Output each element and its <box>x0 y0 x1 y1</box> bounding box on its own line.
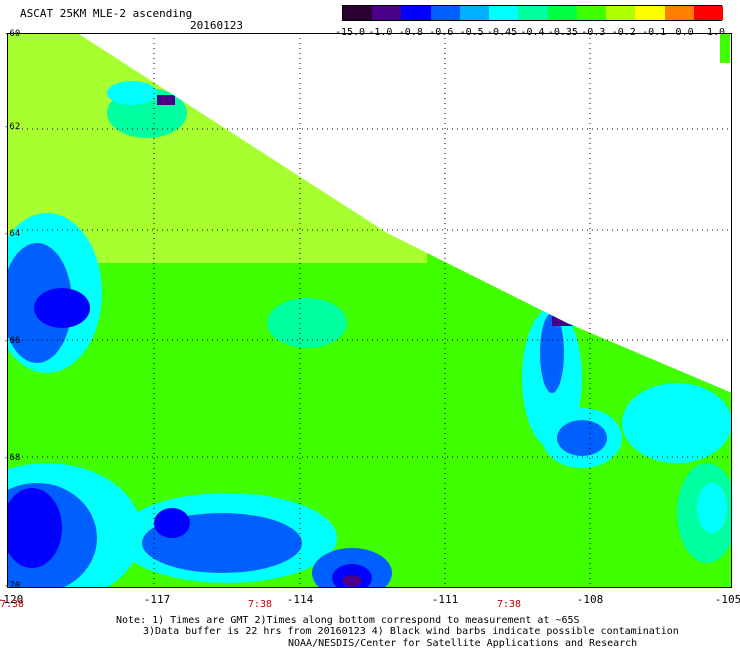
colorbar-segment <box>401 6 432 20</box>
map-date: 20160123 <box>190 19 243 32</box>
lat-label-60: -60 <box>4 29 21 39</box>
colorbar-label: -15.0 <box>334 27 366 38</box>
colorbar-label: 1.0 <box>706 27 726 38</box>
footnote-line-2: 3)Data buffer is 22 hrs from 20160123 4)… <box>143 626 679 637</box>
colorbar-segment <box>518 6 549 20</box>
colorbar-segment <box>606 6 636 20</box>
lat-label-70: -70 <box>4 581 21 591</box>
colorbar-segment <box>693 6 724 20</box>
lon-label-108: -108 <box>576 593 604 606</box>
colorbar-segment <box>343 6 373 20</box>
map-title: ASCAT 25KM MLE-2 ascending <box>20 7 193 20</box>
lon-label-120: -120 <box>0 593 24 606</box>
colorbar-segment <box>489 6 519 20</box>
graticule <box>7 33 732 588</box>
colorbar-segment <box>635 6 666 20</box>
colorbar-segment <box>576 6 607 20</box>
footnote-line-1: Note: 1) Times are GMT 2)Times along bot… <box>116 615 580 626</box>
colorbar-label: -0.5 <box>459 27 484 38</box>
data-patch-corner <box>720 33 730 63</box>
lon-label-111: -111 <box>431 593 459 606</box>
colorbar-label: -0.6 <box>429 27 454 38</box>
lat-label-62: -62 <box>4 122 21 132</box>
colorbar <box>342 5 724 21</box>
time-label: 7:38 <box>0 599 25 610</box>
lon-label-114: -114 <box>286 593 314 606</box>
colorbar-label: -0.2 <box>611 27 636 38</box>
colorbar-segment <box>547 6 578 20</box>
credit-line: NOAA/NESDIS/Center for Satellite Applica… <box>288 638 638 649</box>
colorbar-segment <box>664 6 695 20</box>
colorbar-label: -1.0 <box>368 27 393 38</box>
colorbar-label: -0.4 <box>520 27 545 38</box>
lon-label-105: -105 <box>714 593 740 606</box>
colorbar-segment <box>459 6 490 20</box>
time-label: 7:38 <box>248 599 273 610</box>
lon-label-117: -117 <box>143 593 171 606</box>
colorbar-segment <box>372 6 402 20</box>
colorbar-label: -0.3 <box>581 27 606 38</box>
colorbar-label: -0.45 <box>487 27 518 38</box>
colorbar-label: -0.1 <box>642 27 667 38</box>
data-field <box>7 33 732 588</box>
lat-label-68: -68 <box>4 453 21 463</box>
time-label: 7:38 <box>497 599 522 610</box>
colorbar-label: 0.0 <box>675 27 694 38</box>
lat-label-64: -64 <box>4 229 21 239</box>
colorbar-segment <box>430 6 461 20</box>
plot-frame <box>7 33 732 588</box>
map-plot <box>7 33 732 588</box>
lat-label-66: -66 <box>4 336 21 346</box>
colorbar-label: -0.35 <box>547 27 578 38</box>
colorbar-label: -0.8 <box>398 27 423 38</box>
